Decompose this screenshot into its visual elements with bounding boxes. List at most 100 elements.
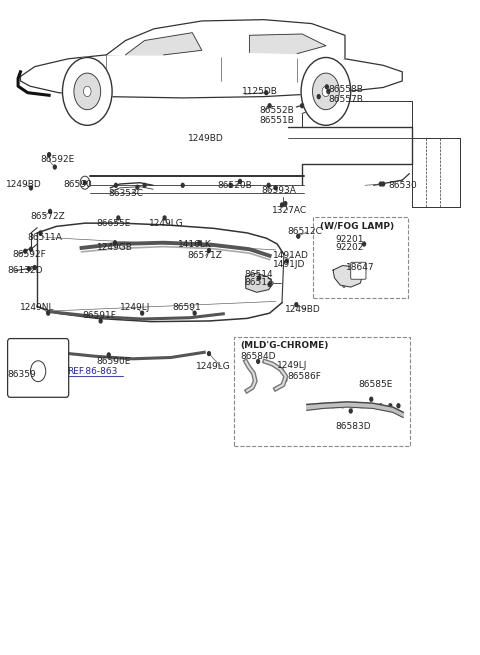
Circle shape xyxy=(53,165,56,169)
Circle shape xyxy=(281,369,283,373)
Text: 1125DB: 1125DB xyxy=(242,87,278,96)
Polygon shape xyxy=(21,54,402,98)
Circle shape xyxy=(284,378,287,382)
Text: 86591: 86591 xyxy=(172,303,201,312)
Circle shape xyxy=(389,404,392,407)
Circle shape xyxy=(281,203,283,207)
Text: 1327AC: 1327AC xyxy=(273,206,308,215)
Circle shape xyxy=(99,319,102,323)
Circle shape xyxy=(357,267,360,271)
Circle shape xyxy=(268,103,271,107)
Circle shape xyxy=(301,58,351,125)
Circle shape xyxy=(207,249,210,252)
Circle shape xyxy=(136,185,139,189)
Circle shape xyxy=(74,73,101,109)
Text: 86586F: 86586F xyxy=(288,372,322,381)
Circle shape xyxy=(34,265,36,269)
Text: 86592F: 86592F xyxy=(12,250,46,259)
Circle shape xyxy=(343,283,346,287)
Text: 86584D: 86584D xyxy=(240,352,276,362)
Circle shape xyxy=(48,153,50,157)
Text: 86583D: 86583D xyxy=(336,422,371,431)
Circle shape xyxy=(117,216,120,220)
Circle shape xyxy=(268,282,271,286)
Text: 86592E: 86592E xyxy=(40,155,75,164)
Text: 86558B: 86558B xyxy=(328,85,363,94)
Text: 1249LG: 1249LG xyxy=(196,362,231,371)
Circle shape xyxy=(115,183,117,187)
Text: 92202: 92202 xyxy=(336,244,364,252)
Circle shape xyxy=(84,181,86,185)
Circle shape xyxy=(370,404,372,407)
Text: 86571Z: 86571Z xyxy=(188,252,222,260)
Text: 86572Z: 86572Z xyxy=(30,212,65,221)
Circle shape xyxy=(332,404,335,407)
Circle shape xyxy=(379,404,382,407)
Circle shape xyxy=(198,241,201,245)
Circle shape xyxy=(312,404,315,407)
Text: 86557B: 86557B xyxy=(328,95,363,103)
Text: 86520B: 86520B xyxy=(217,181,252,190)
Circle shape xyxy=(363,242,365,246)
Text: 86585E: 86585E xyxy=(359,381,393,389)
Circle shape xyxy=(327,90,330,94)
Polygon shape xyxy=(125,33,202,55)
Circle shape xyxy=(141,311,144,315)
Text: 1249BD: 1249BD xyxy=(6,179,42,189)
Circle shape xyxy=(341,404,344,407)
Circle shape xyxy=(382,182,384,186)
Text: 92201: 92201 xyxy=(336,235,364,244)
Circle shape xyxy=(163,216,166,220)
Circle shape xyxy=(207,352,210,356)
Circle shape xyxy=(30,248,33,251)
Circle shape xyxy=(28,267,31,271)
Bar xyxy=(313,217,408,298)
Circle shape xyxy=(265,91,268,95)
Text: 1249LG: 1249LG xyxy=(149,219,184,228)
Text: REF.86-863: REF.86-863 xyxy=(67,367,118,377)
Circle shape xyxy=(84,86,91,97)
Text: 1491AD: 1491AD xyxy=(274,252,309,260)
Text: 1249LJ: 1249LJ xyxy=(277,361,308,370)
Circle shape xyxy=(181,183,184,187)
Circle shape xyxy=(114,241,116,245)
Text: 86512C: 86512C xyxy=(288,227,323,236)
Text: 86359: 86359 xyxy=(7,370,36,379)
Circle shape xyxy=(258,276,261,280)
Text: 86591F: 86591F xyxy=(83,311,116,320)
FancyBboxPatch shape xyxy=(8,339,69,398)
Circle shape xyxy=(30,186,33,190)
Circle shape xyxy=(349,409,352,413)
Polygon shape xyxy=(107,20,345,59)
Circle shape xyxy=(297,234,300,238)
Text: 1249BD: 1249BD xyxy=(285,305,321,314)
Circle shape xyxy=(229,183,232,187)
Text: 1249GB: 1249GB xyxy=(97,244,132,252)
Circle shape xyxy=(358,265,361,269)
Circle shape xyxy=(47,311,49,315)
Text: 1249LJ: 1249LJ xyxy=(120,303,150,312)
Text: 86590: 86590 xyxy=(63,179,92,189)
Text: 1491JD: 1491JD xyxy=(274,260,306,269)
Circle shape xyxy=(143,183,146,187)
Text: 86593A: 86593A xyxy=(262,186,296,195)
Polygon shape xyxy=(246,273,274,292)
Circle shape xyxy=(285,259,288,263)
Circle shape xyxy=(295,303,298,307)
Text: 1249NL: 1249NL xyxy=(20,303,54,312)
Circle shape xyxy=(300,103,303,107)
Circle shape xyxy=(257,360,260,364)
Text: (W/FOG LAMP): (W/FOG LAMP) xyxy=(320,222,394,231)
FancyBboxPatch shape xyxy=(351,262,366,279)
Text: 1416LK: 1416LK xyxy=(178,240,212,248)
Text: 86551B: 86551B xyxy=(259,115,294,124)
Text: 86132D: 86132D xyxy=(7,266,43,275)
Circle shape xyxy=(31,361,46,382)
Text: 1249BD: 1249BD xyxy=(188,134,223,143)
Circle shape xyxy=(397,404,400,407)
Circle shape xyxy=(39,231,42,235)
Circle shape xyxy=(267,183,270,187)
Circle shape xyxy=(379,182,382,186)
Circle shape xyxy=(24,250,27,253)
Text: 86511A: 86511A xyxy=(28,233,62,242)
